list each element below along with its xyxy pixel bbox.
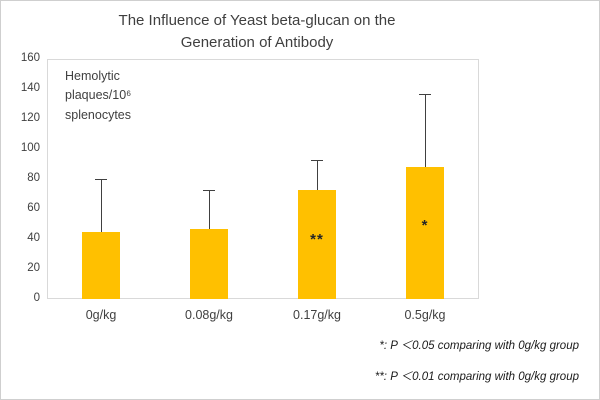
x-axis-label: 0.08g/kg <box>185 308 233 322</box>
y-tick-label: 160 <box>20 52 40 64</box>
bar <box>298 189 336 299</box>
footnote-p05: *: P ＜0.05 comparing with 0g/kg group <box>379 340 579 352</box>
y-tick-label: 0 <box>33 292 40 304</box>
bar <box>82 231 120 299</box>
error-whisker <box>100 179 102 232</box>
bar-annotation: ** <box>310 231 324 249</box>
bar <box>190 228 228 299</box>
bar-annotation: * <box>421 217 429 235</box>
error-cap <box>203 189 215 191</box>
error-cap <box>311 159 323 161</box>
y-tick-label: 60 <box>27 202 40 214</box>
error-cap <box>95 179 107 180</box>
y-tick-label: 80 <box>27 172 40 184</box>
y-tick-label: 40 <box>27 232 40 244</box>
y-tick-label: 120 <box>20 112 40 124</box>
chart-title: The Influence of Yeast beta-glucan on th… <box>118 12 396 51</box>
y-axis-unit-label: Hemolytic plaques/10⁶ splenocytes <box>65 69 132 122</box>
error-whisker <box>316 159 318 190</box>
y-tick-label: 100 <box>20 142 40 154</box>
bar <box>406 167 444 299</box>
y-tick-label: 140 <box>20 82 40 94</box>
y-tick-label: 20 <box>27 262 40 274</box>
error-whisker <box>424 93 426 167</box>
x-axis-label: 0.17g/kg <box>293 308 341 322</box>
error-whisker <box>208 189 210 229</box>
footnotes: *: P ＜0.05 comparing with 0g/kg group **… <box>375 337 579 399</box>
footnote-p01: **: P ＜0.01 comparing with 0g/kg group <box>374 371 579 383</box>
x-axis-label: 0g/kg <box>85 308 117 322</box>
error-cap <box>419 93 431 95</box>
x-axis-label: 0.5g/kg <box>404 308 446 322</box>
